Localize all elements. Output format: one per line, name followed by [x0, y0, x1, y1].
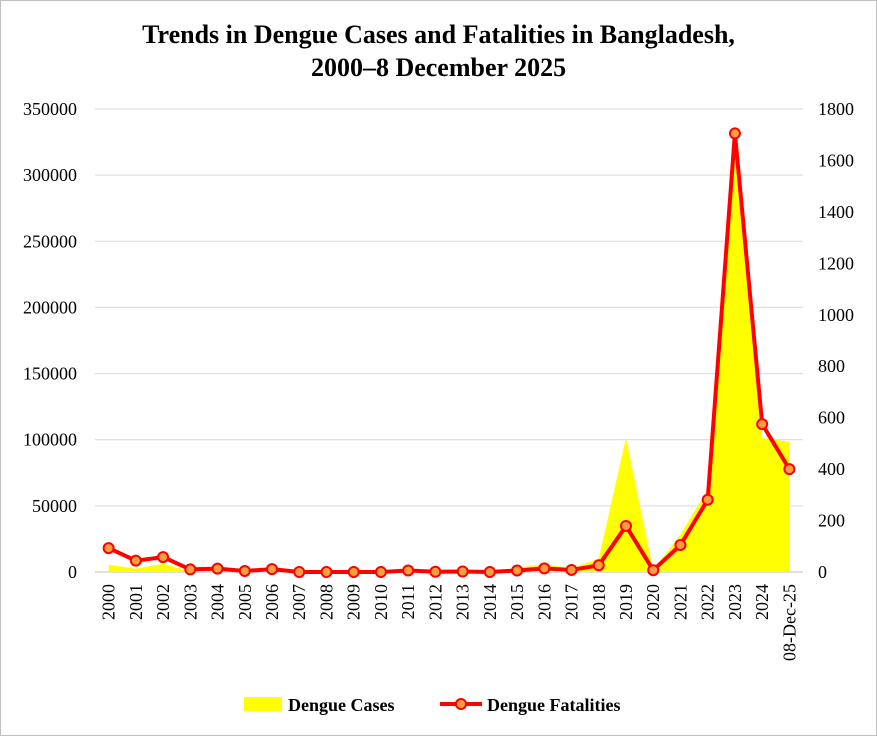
fatalities-point — [565, 563, 578, 576]
fatalities-point — [184, 563, 197, 576]
fatalities-point — [429, 565, 442, 578]
fatalities-point — [293, 566, 306, 578]
x-tick-label: 2019 — [616, 584, 636, 620]
gridlines — [95, 108, 803, 573]
left-tick-label: 150000 — [23, 364, 77, 384]
x-tick-label: 2021 — [670, 584, 690, 620]
fatalities-point — [728, 127, 741, 140]
x-tick-label: 2024 — [752, 584, 772, 620]
left-tick-label: 350000 — [23, 99, 77, 119]
x-tick-label: 2013 — [453, 584, 473, 620]
x-tick-label: 2018 — [589, 584, 609, 620]
x-tick-label: 2010 — [371, 584, 391, 620]
x-tick-label: 2003 — [180, 584, 200, 620]
x-tick-label: 2017 — [562, 584, 582, 620]
right-tick-label: 1000 — [818, 305, 854, 325]
left-tick-label: 250000 — [23, 231, 77, 251]
x-axis-ticks: 2000 2001 2002 2003 2004 2005 2006 2007 2008 2009… — [99, 584, 800, 661]
right-tick-label: 1600 — [818, 150, 854, 170]
fatalities-point — [320, 566, 333, 578]
x-tick-label: 08-Dec-25 — [779, 584, 799, 661]
right-tick-label: 200 — [818, 511, 845, 531]
legend-swatch-cases — [244, 697, 282, 711]
chart-title: Trends in Dengue Cases and Fatalities in… — [0, 18, 877, 84]
fatalities-point — [592, 559, 605, 572]
fatalities-point — [129, 554, 142, 567]
x-tick-label: 2015 — [507, 584, 527, 620]
fatalities-point — [647, 564, 660, 577]
legend: Dengue Cases Dengue Fatalities — [244, 695, 620, 715]
fatalities-point — [538, 562, 551, 575]
legend-label-cases: Dengue Cases — [288, 695, 395, 715]
right-tick-label: 1800 — [818, 99, 854, 119]
left-tick-label: 300000 — [23, 165, 77, 185]
left-tick-label: 50000 — [32, 496, 77, 516]
fatalities-point — [701, 493, 714, 506]
right-tick-label: 1400 — [818, 202, 854, 222]
x-tick-label: 2023 — [725, 584, 745, 620]
left-tick-label: 200000 — [23, 297, 77, 317]
legend-label-fatalities: Dengue Fatalities — [487, 695, 620, 715]
right-tick-label: 600 — [818, 408, 845, 428]
x-tick-label: 2007 — [289, 584, 309, 620]
fatalities-line-layer — [102, 127, 796, 578]
right-tick-label: 0 — [818, 562, 827, 582]
x-tick-label: 2001 — [126, 584, 146, 620]
x-tick-label: 2020 — [643, 584, 663, 620]
cases-area — [108, 147, 790, 572]
left-tick-label: 0 — [68, 562, 77, 582]
right-axis-ticks: 0 200 400 600 800 1000 1200 1400 1600 1800 — [818, 99, 854, 582]
fatalities-point — [266, 563, 278, 576]
x-tick-label: 2012 — [425, 584, 445, 620]
x-tick-label: 2004 — [208, 584, 228, 620]
fatalities-point — [157, 551, 170, 564]
legend-marker-fatalities — [455, 698, 467, 710]
chart-title-line1: Trends in Dengue Cases and Fatalities in… — [142, 20, 735, 49]
fatalities-point — [620, 519, 632, 532]
cases-area-layer — [108, 147, 790, 572]
left-tick-label: 100000 — [23, 430, 77, 450]
fatalities-point — [756, 418, 769, 431]
fatalities-point — [211, 562, 224, 575]
fatalities-point — [102, 542, 115, 555]
x-tick-label: 2022 — [698, 584, 718, 620]
right-tick-label: 400 — [818, 459, 845, 479]
fatalities-point — [783, 463, 796, 476]
x-tick-label: 2008 — [316, 584, 336, 620]
x-tick-label: 2006 — [262, 584, 282, 620]
x-tick-label: 2005 — [235, 584, 255, 620]
x-tick-label: 2002 — [153, 584, 173, 620]
fatalities-point — [374, 566, 387, 578]
fatalities-point — [402, 564, 415, 577]
fatalities-point — [347, 566, 360, 578]
fatalities-point — [456, 565, 469, 578]
x-tick-label: 2009 — [344, 584, 364, 620]
right-tick-label: 1200 — [818, 253, 854, 273]
x-tick-label: 2011 — [398, 584, 418, 619]
fatalities-point — [674, 538, 687, 551]
left-axis-ticks: 0 50000 100000 150000 200000 250000 300000 3500… — [23, 99, 77, 582]
x-tick-label: 2014 — [480, 584, 500, 620]
right-tick-label: 800 — [818, 356, 845, 376]
fatalities-point — [483, 566, 496, 578]
fatalities-point — [511, 564, 524, 577]
chart-title-line2: 2000–8 December 2025 — [310, 53, 567, 82]
x-tick-label: 2000 — [99, 584, 119, 620]
fatalities-point — [238, 564, 251, 577]
x-tick-label: 2016 — [534, 584, 554, 620]
